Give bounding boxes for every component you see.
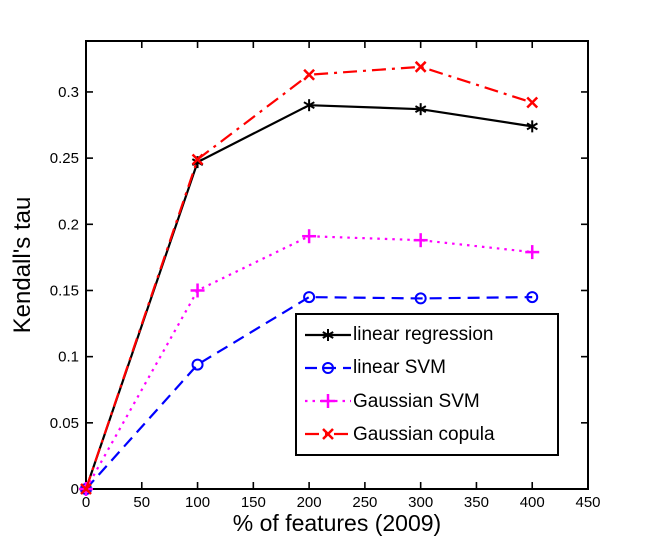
- circle-marker-shape: [303, 291, 316, 304]
- circle-marker: [322, 361, 334, 374]
- legend-item: Gaussian SVM: [304, 385, 553, 417]
- plus-marker: [302, 229, 317, 244]
- circle-marker: [526, 291, 539, 304]
- marker-stroke: [303, 68, 315, 81]
- circle-marker: [191, 358, 204, 371]
- series-line-1: [85, 295, 533, 490]
- marker-stroke: [414, 105, 427, 114]
- plus-marker: [321, 394, 335, 409]
- marker-stroke: [322, 428, 334, 441]
- marker-stroke: [322, 330, 334, 339]
- marker-stroke: [526, 96, 539, 109]
- x-marker: [80, 483, 92, 495]
- y-tick-label: 0.2: [58, 216, 79, 233]
- x-axis-label: % of features (2009): [233, 510, 441, 536]
- plus-marker: [525, 245, 540, 260]
- axis-box: [85, 40, 589, 490]
- marker-stroke: [80, 483, 92, 495]
- plus-marker: [190, 283, 205, 298]
- circle-marker-shape: [322, 361, 334, 374]
- x-tick-label: 350: [464, 494, 489, 511]
- x-tick-label: 150: [241, 494, 266, 511]
- x-marker: [322, 428, 334, 441]
- circle-marker-shape: [414, 292, 427, 305]
- asterisk-marker: [322, 328, 334, 341]
- legend-label: linear regression: [353, 324, 494, 346]
- x-tick-label: 300: [408, 494, 433, 511]
- legend-label: Gaussian SVM: [353, 390, 480, 412]
- series-line-2: [85, 235, 533, 490]
- x-marker: [414, 60, 427, 73]
- x-tick-label: 400: [520, 494, 545, 511]
- x-marker: [526, 96, 539, 109]
- marker-stroke: [303, 101, 315, 110]
- legend-sample-gaussian-copula: [305, 428, 351, 441]
- y-tick-label: 0.3: [58, 84, 79, 101]
- x-tick-label: 50: [133, 494, 150, 511]
- y-tick-label: 0.15: [50, 282, 79, 299]
- legend-item: Gaussian copula: [304, 418, 553, 450]
- circle-marker: [414, 292, 427, 305]
- y-tick-label: 0.05: [50, 415, 79, 432]
- y-axis-label: Kendall's tau: [9, 197, 36, 334]
- y-tick-label: 0.1: [58, 349, 79, 366]
- x-tick-label: 100: [185, 494, 210, 511]
- marker-stroke: [191, 153, 204, 166]
- legend: linear regression linear SVM Gaussian SV…: [295, 313, 559, 456]
- asterisk-marker: [414, 103, 427, 116]
- circle-marker-shape: [191, 358, 204, 371]
- legend-sample-linear-regression: [305, 328, 351, 341]
- asterisk-marker: [303, 99, 315, 112]
- legend-item: linear SVM: [304, 352, 553, 384]
- marker-stroke: [526, 122, 538, 131]
- x-tick-label: 450: [575, 494, 600, 511]
- marker-stroke: [414, 60, 427, 73]
- x-tick-label: 200: [297, 494, 322, 511]
- x-tick-label: 250: [352, 494, 377, 511]
- x-marker: [303, 68, 315, 81]
- y-tick-label: 0.25: [50, 150, 79, 167]
- legend-sample-linear-svm: [305, 361, 351, 374]
- x-marker: [191, 153, 204, 166]
- asterisk-marker: [526, 120, 538, 133]
- plus-marker: [413, 233, 428, 248]
- series-line-3: [84, 65, 533, 490]
- legend-item: linear regression: [304, 319, 553, 351]
- legend-sample-gaussian-svm: [305, 394, 351, 409]
- x-tick-label: 0: [82, 494, 90, 511]
- legend-label: Gaussian copula: [353, 423, 495, 445]
- y-tick-label: 0: [71, 481, 79, 498]
- circle-marker: [303, 291, 316, 304]
- circle-marker-shape: [526, 291, 539, 304]
- legend-label: linear SVM: [353, 357, 446, 379]
